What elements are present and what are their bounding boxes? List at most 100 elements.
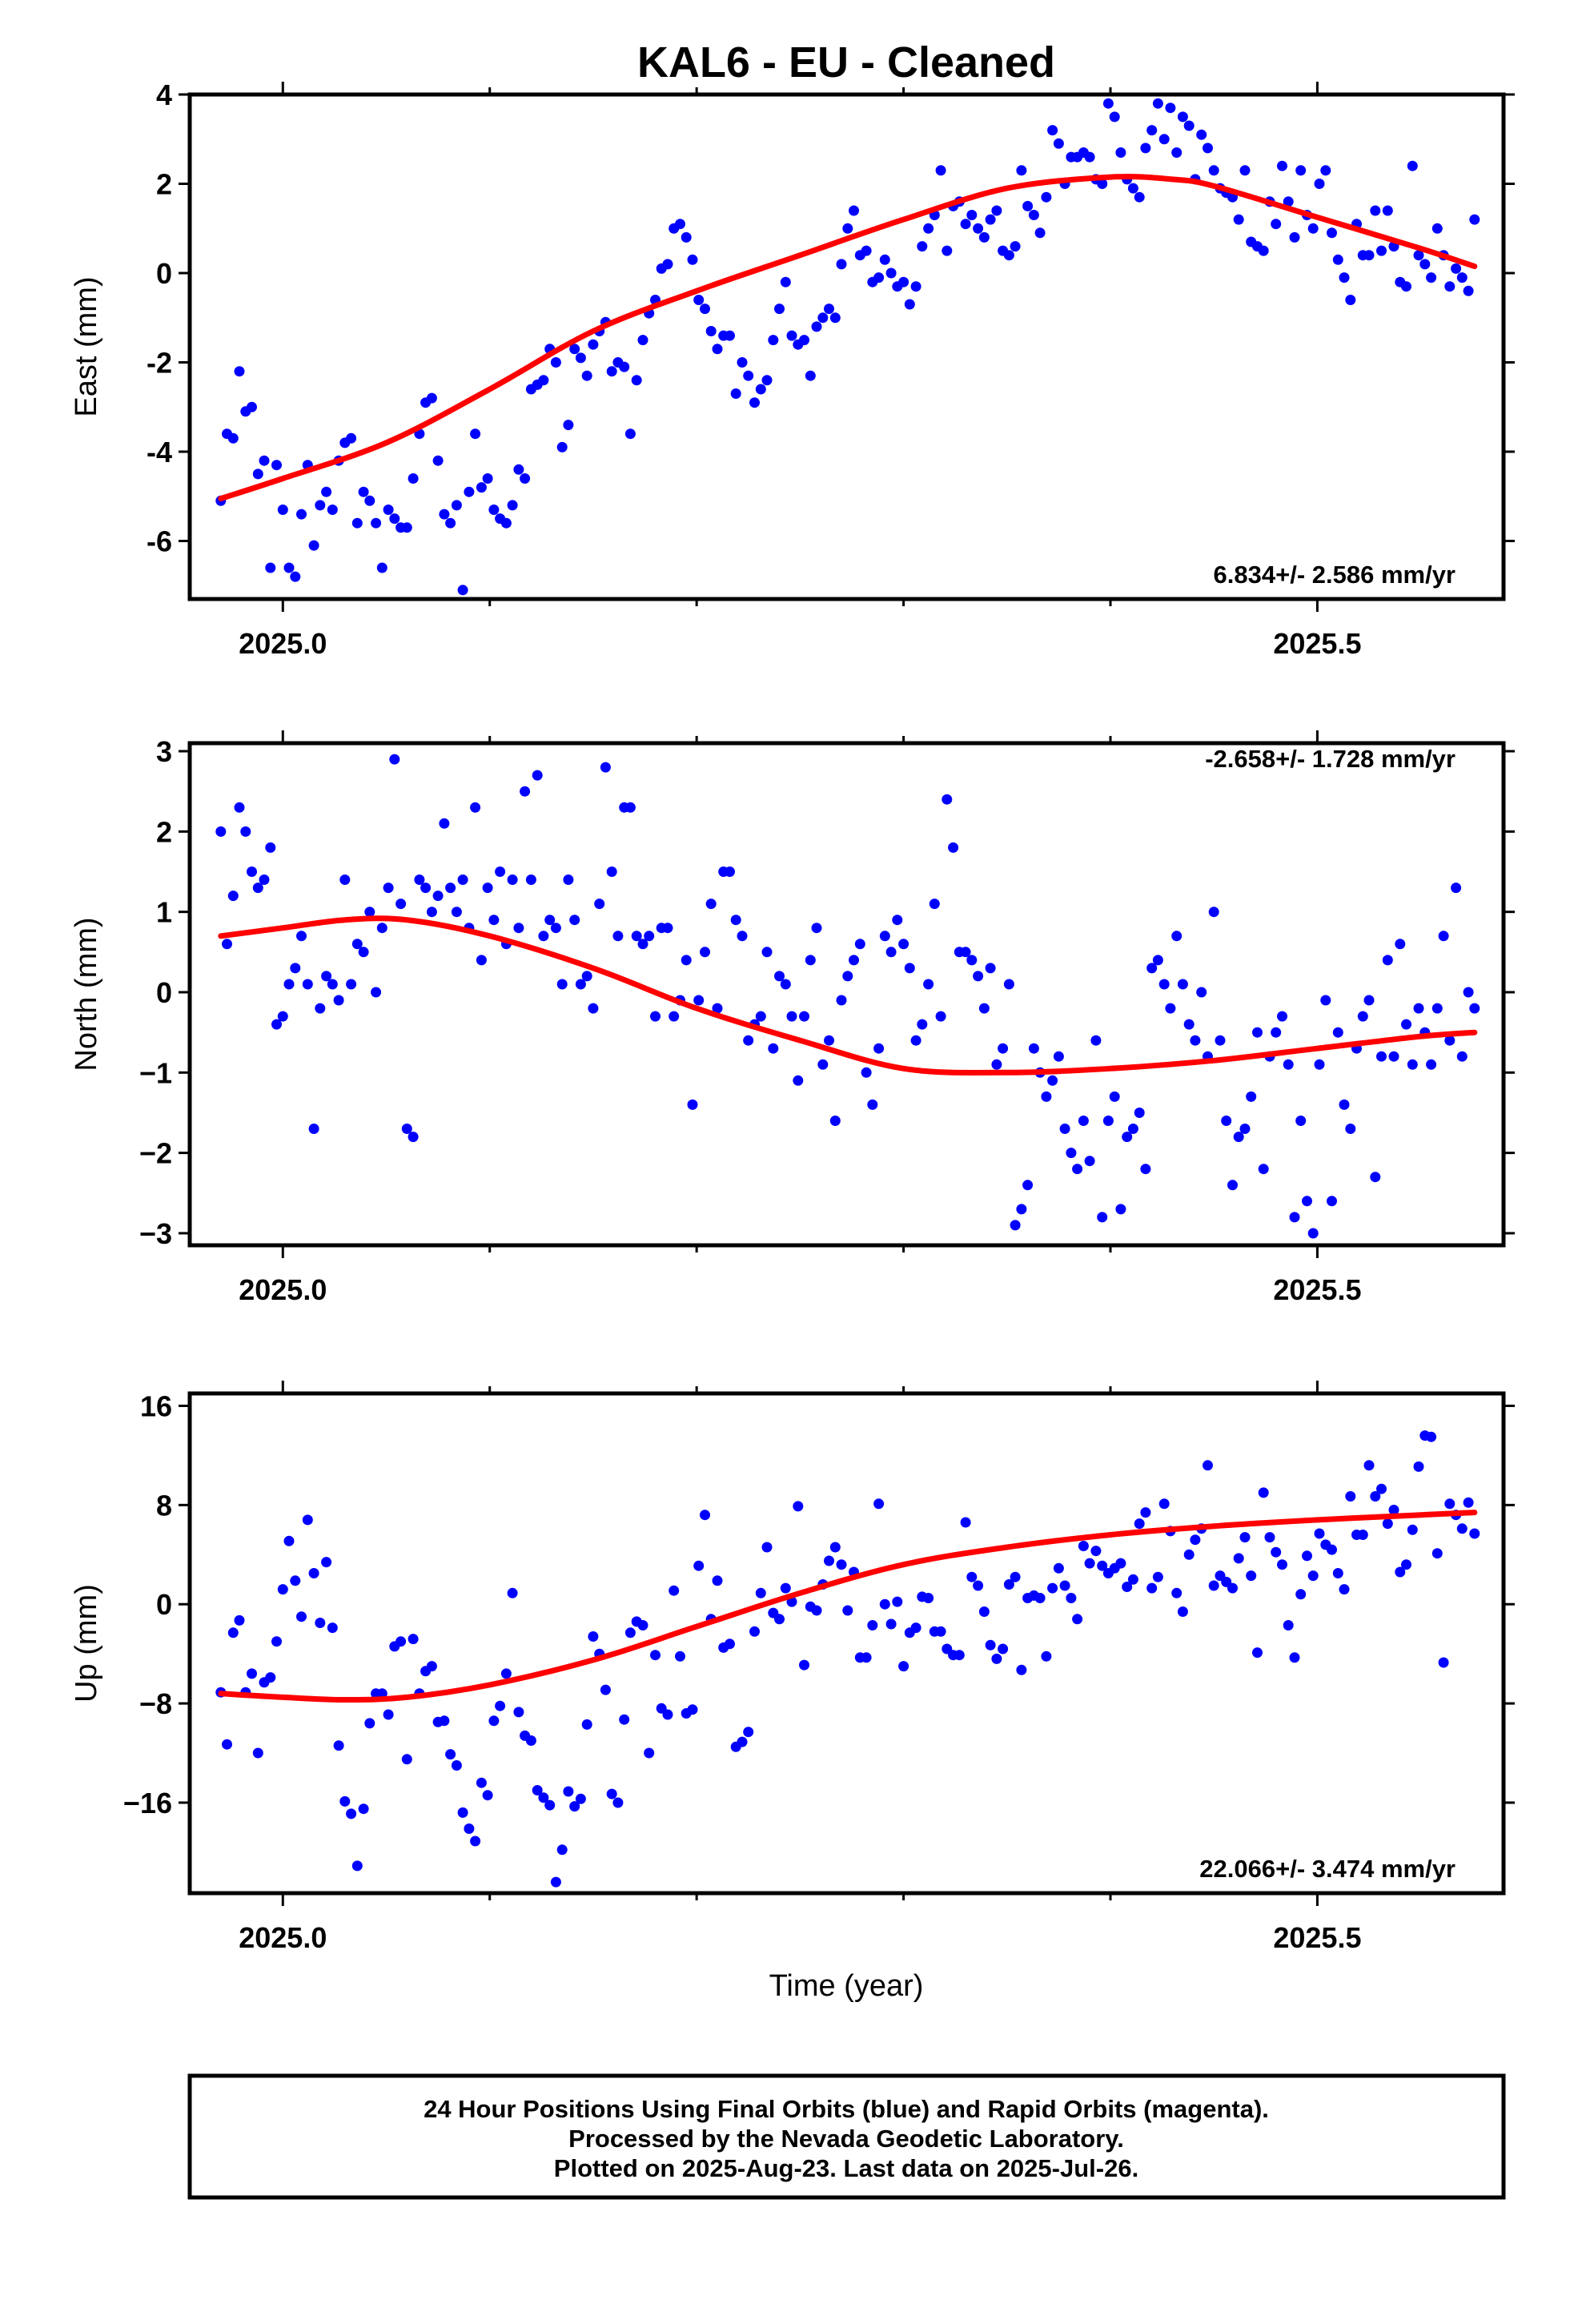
north-data-point — [396, 899, 407, 910]
east-data-point — [730, 388, 741, 399]
east-ytick-label: -4 — [147, 436, 172, 468]
up-data-point — [985, 1639, 996, 1651]
east-data-point — [1146, 125, 1158, 136]
east-data-point — [383, 505, 394, 515]
east-data-point — [408, 473, 419, 484]
up-data-point — [507, 1587, 518, 1598]
north-fit-line — [218, 915, 1478, 1076]
up-data-point — [339, 1795, 351, 1807]
east-data-point — [227, 432, 239, 444]
up-data-point — [1146, 1582, 1158, 1594]
east-data-point — [569, 344, 580, 355]
up-data-point — [836, 1559, 847, 1570]
north-data-point — [669, 1011, 680, 1022]
up-data-point — [476, 1777, 487, 1788]
up-data-point — [315, 1618, 326, 1628]
east-data-point — [737, 357, 748, 368]
east-data-point — [371, 517, 382, 529]
east-data-point — [1376, 245, 1387, 256]
north-data-point — [364, 907, 375, 918]
east-xtick-label: 2025.0 — [239, 627, 327, 660]
north-data-point — [978, 1003, 990, 1014]
east-data-point — [1239, 165, 1251, 176]
north-data-point — [1438, 931, 1449, 942]
up-data-point — [1003, 1579, 1014, 1590]
east-data-point — [985, 214, 996, 225]
up-data-point — [1183, 1549, 1195, 1560]
north-data-point — [1158, 979, 1170, 990]
north-data-point — [520, 786, 531, 797]
north-data-point — [1084, 1156, 1095, 1167]
north-data-point — [829, 1116, 841, 1126]
north-data-point — [1022, 1180, 1034, 1191]
north-data-point — [606, 866, 617, 877]
up-data-point — [978, 1606, 990, 1617]
north-data-point — [904, 963, 915, 974]
north-data-point — [1171, 931, 1182, 942]
up-data-point — [712, 1575, 723, 1586]
up-data-point — [1283, 1620, 1294, 1630]
east-data-point — [755, 384, 766, 395]
east-data-point — [451, 500, 462, 511]
east-data-point — [1152, 98, 1163, 109]
up-data-point — [842, 1605, 853, 1616]
east-data-point — [861, 245, 872, 256]
up-rate-label: 22.066+/- 3.474 mm/yr — [1199, 1855, 1456, 1883]
east-data-point — [290, 571, 301, 582]
north-data-point — [1332, 1027, 1343, 1038]
up-data-point — [774, 1614, 785, 1625]
north-data-point — [1357, 1011, 1368, 1022]
up-data-point — [1363, 1460, 1375, 1471]
east-data-point — [470, 428, 481, 440]
north-data-point — [1134, 1108, 1145, 1118]
north-data-point — [867, 1099, 878, 1110]
up-data-point — [1357, 1530, 1368, 1540]
north-ytick-label: −2 — [139, 1137, 172, 1170]
up-data-point — [811, 1605, 822, 1616]
north-data-point — [1016, 1204, 1027, 1215]
up-data-point — [1066, 1593, 1077, 1603]
up-data-point — [569, 1801, 580, 1812]
up-data-point — [1370, 1491, 1381, 1502]
up-data-point — [1233, 1553, 1244, 1564]
north-data-point — [215, 826, 227, 837]
east-data-point — [1047, 125, 1058, 136]
east-data-point — [631, 375, 642, 386]
north-data-point — [1407, 1059, 1418, 1070]
east-data-point — [1208, 165, 1219, 176]
north-data-point — [556, 979, 568, 990]
north-rate-label: -2.658+/- 1.728 mm/yr — [1205, 745, 1456, 773]
north-data-point — [824, 1035, 834, 1046]
up-data-point — [1122, 1582, 1133, 1592]
east-data-point — [1177, 111, 1188, 123]
east-data-point — [1196, 129, 1207, 140]
north-data-point — [1258, 1164, 1269, 1175]
east-data-point — [376, 562, 387, 573]
up-data-point — [271, 1636, 282, 1647]
up-data-point — [1314, 1528, 1325, 1539]
north-data-point — [700, 947, 710, 958]
up-data-point — [749, 1626, 760, 1637]
east-data-point — [513, 464, 524, 475]
east-data-point — [1469, 214, 1480, 225]
east-data-point — [1444, 281, 1456, 292]
up-data-point — [954, 1650, 965, 1661]
east-data-point — [606, 366, 617, 377]
up-data-point — [780, 1582, 791, 1594]
up-ytick-label: 8 — [156, 1489, 172, 1522]
north-data-point — [420, 883, 432, 894]
up-data-point — [500, 1668, 512, 1679]
north-data-point — [351, 939, 363, 950]
up-data-point — [234, 1614, 245, 1626]
east-data-point — [476, 482, 487, 493]
north-data-point — [439, 818, 450, 829]
east-data-point — [1022, 200, 1034, 211]
north-data-point — [1115, 1204, 1126, 1215]
north-data-point — [327, 979, 338, 990]
up-data-point — [1072, 1614, 1083, 1625]
north-data-point — [488, 915, 500, 926]
north-data-point — [1239, 1124, 1251, 1134]
east-data-point — [575, 352, 586, 364]
north-data-point — [1047, 1075, 1058, 1086]
